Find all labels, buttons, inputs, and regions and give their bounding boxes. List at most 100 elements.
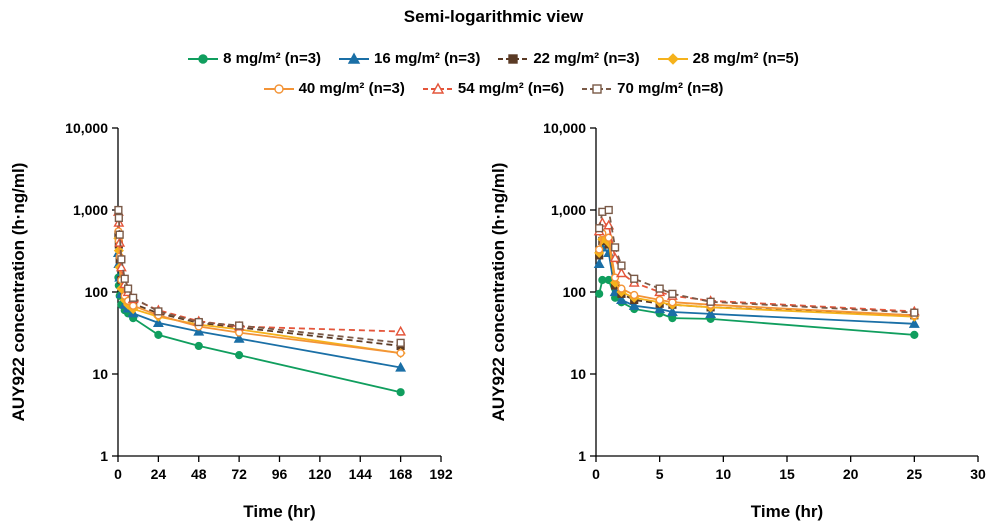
x-tick-label: 24 xyxy=(151,466,167,482)
legend-marker-70-mg-m2 xyxy=(592,83,602,94)
data-point-70-mg-m2 xyxy=(129,293,138,302)
data-point-70-mg-m2 xyxy=(668,289,677,298)
legend-label: 16 mg/m² (n=3) xyxy=(374,50,481,67)
series-54-mg-m2 xyxy=(593,217,920,316)
x-tick-label: 144 xyxy=(349,466,373,482)
data-point-16-mg-m2 xyxy=(152,317,164,327)
y-tick-label: 1,000 xyxy=(551,202,586,218)
data-point-40-mg-m2 xyxy=(655,295,664,305)
series-40-mg-m2 xyxy=(595,229,919,320)
data-point-8-mg-m2 xyxy=(595,289,604,298)
data-point-70-mg-m2 xyxy=(154,307,163,316)
data-point-70-mg-m2 xyxy=(617,261,626,270)
data-point-40-mg-m2 xyxy=(129,301,138,310)
data-point-16-mg-m2 xyxy=(193,325,205,336)
legend-item-54-mg-m2: 54 mg/m² (n=6) xyxy=(422,80,565,97)
series-line-40-mg-m2 xyxy=(598,231,915,317)
legend-swatch xyxy=(582,83,613,94)
legend-label: 8 mg/m² (n=3) xyxy=(223,50,322,67)
x-tick-label: 10 xyxy=(716,466,732,482)
data-point-40-mg-m2 xyxy=(617,284,626,293)
data-point-70-mg-m2 xyxy=(611,243,620,252)
chart-panel-1: 1 10 100 1,000 10,000 0 24 48 72 96 120 144 168 192 Ti… xyxy=(9,120,453,521)
legend-marker-40-mg-m2 xyxy=(273,83,284,94)
legend-item-16-mg-m2: 16 mg/m² (n=3) xyxy=(339,50,480,67)
x-tick-label: 5 xyxy=(656,466,664,482)
data-point-8-mg-m2 xyxy=(910,330,919,339)
y-axis-title: AUY922 concentration (h·ng/ml) xyxy=(9,163,28,422)
x-axis-title: Time (hr) xyxy=(243,502,315,521)
data-point-70-mg-m2 xyxy=(114,205,123,215)
data-point-70-mg-m2 xyxy=(595,224,604,233)
data-point-70-mg-m2 xyxy=(123,284,133,293)
data-point-70-mg-m2 xyxy=(194,317,203,327)
legend-marker-22-mg-m2 xyxy=(508,53,519,64)
x-tick-label: 72 xyxy=(231,466,247,482)
data-point-70-mg-m2 xyxy=(120,274,129,283)
y-tick-label: 10 xyxy=(570,366,586,382)
legend-item-28-mg-m2: 28 mg/m² (n=5) xyxy=(657,50,799,67)
x-tick-label: 120 xyxy=(308,466,332,482)
data-point-8-mg-m2 xyxy=(154,330,163,339)
data-point-70-mg-m2 xyxy=(910,308,919,317)
data-point-16-mg-m2 xyxy=(233,332,245,343)
legend-item-70-mg-m2: 70 mg/m² (n=8) xyxy=(582,80,723,97)
legend-marker-28-mg-m2 xyxy=(666,52,679,65)
y-tick-label: 10 xyxy=(92,366,108,382)
data-point-70-mg-m2 xyxy=(706,297,715,306)
x-tick-label: 192 xyxy=(429,466,453,482)
data-point-54-mg-m2 xyxy=(609,252,621,263)
legend-item-22-mg-m2: 22 mg/m² (n=3) xyxy=(498,50,640,67)
legend-label: 28 mg/m² (n=5) xyxy=(692,50,799,67)
series-70-mg-m2 xyxy=(114,205,405,347)
data-point-8-mg-m2 xyxy=(396,388,405,397)
series-70-mg-m2 xyxy=(595,205,919,317)
x-tick-label: 0 xyxy=(114,466,122,482)
data-point-70-mg-m2 xyxy=(235,321,244,330)
legend-swatch xyxy=(657,52,688,65)
data-point-40-mg-m2 xyxy=(396,348,405,358)
y-tick-label: 10,000 xyxy=(543,120,586,136)
data-point-40-mg-m2 xyxy=(668,298,677,307)
series-16-mg-m2 xyxy=(593,241,920,328)
data-point-70-mg-m2 xyxy=(115,230,124,239)
data-point-16-mg-m2 xyxy=(593,258,605,269)
series-8-mg-m2 xyxy=(595,275,919,339)
legend-item-8-mg-m2: 8 mg/m² (n=3) xyxy=(188,50,321,67)
legend-row-1: 8 mg/m² (n=3) 16 mg/m² (n=3) 22 mg/m² (n=3… xyxy=(0,50,987,67)
legend-label: 40 mg/m² (n=3) xyxy=(298,80,405,97)
data-point-16-mg-m2 xyxy=(628,300,640,310)
data-point-70-mg-m2 xyxy=(604,205,613,215)
legend-item-40-mg-m2: 40 mg/m² (n=3) xyxy=(263,80,405,97)
data-point-40-mg-m2 xyxy=(604,233,613,242)
y-tick-label: 100 xyxy=(85,284,109,300)
data-point-16-mg-m2 xyxy=(616,294,627,305)
y-tick-label: 1 xyxy=(100,448,108,464)
legend-marker-54-mg-m2 xyxy=(431,82,445,94)
page-title: Semi-logarithmic view xyxy=(403,7,584,26)
data-point-54-mg-m2 xyxy=(115,261,127,272)
legend-swatch xyxy=(422,82,453,94)
data-point-16-mg-m2 xyxy=(666,306,678,317)
legend-swatch xyxy=(339,52,370,64)
legend-row-2: 40 mg/m² (n=3) 54 mg/m² (n=6) 70 mg/m² (n=… xyxy=(0,80,987,97)
data-point-70-mg-m2 xyxy=(114,213,123,223)
data-point-16-mg-m2 xyxy=(395,361,407,372)
data-point-70-mg-m2 xyxy=(630,274,639,283)
y-tick-label: 100 xyxy=(563,284,587,300)
data-point-70-mg-m2 xyxy=(396,338,405,347)
series-line-22-mg-m2 xyxy=(117,234,401,347)
legend-marker-8-mg-m2 xyxy=(198,53,208,64)
legend-label: 54 mg/m² (n=6) xyxy=(457,80,565,97)
y-tick-label: 1,000 xyxy=(73,202,108,218)
x-tick-label: 96 xyxy=(272,466,288,482)
legend-label: 70 mg/m² (n=8) xyxy=(617,80,724,97)
legend-marker-16-mg-m2 xyxy=(347,52,361,64)
data-point-54-mg-m2 xyxy=(395,325,407,336)
x-tick-label: 25 xyxy=(907,466,923,482)
legend-label: 22 mg/m² (n=3) xyxy=(533,50,640,67)
chart-panel-2: 1 10 100 1,000 10,000 0 5 10 15 20 25 30 Time (hr) AU… xyxy=(489,120,986,521)
x-tick-label: 48 xyxy=(191,466,207,482)
x-tick-label: 15 xyxy=(779,466,795,482)
